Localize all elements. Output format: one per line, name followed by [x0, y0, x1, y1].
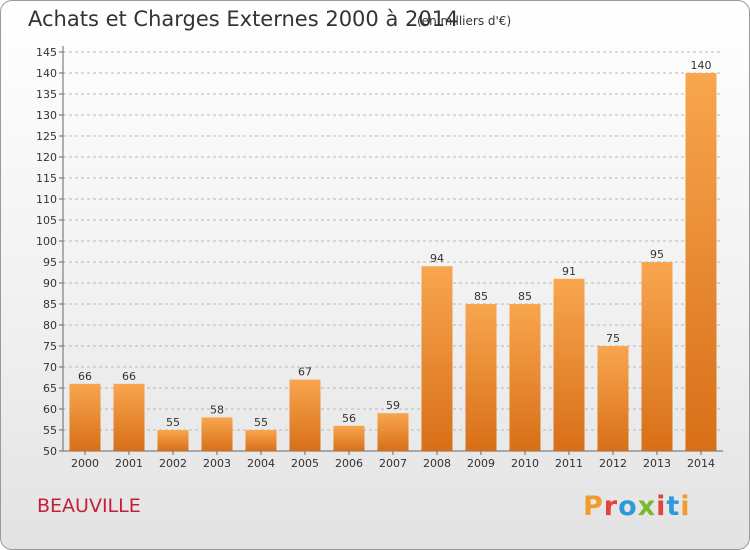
y-tick-label: 70: [43, 361, 57, 374]
bar-value-label: 59: [386, 399, 400, 412]
x-tick-label: 2004: [247, 457, 275, 470]
x-tick-label: 2013: [643, 457, 671, 470]
y-tick-label: 80: [43, 319, 57, 332]
y-tick-label: 130: [36, 109, 57, 122]
bar-2003: [201, 417, 233, 451]
y-tick-label: 145: [36, 46, 57, 59]
x-tick-label: 2005: [291, 457, 319, 470]
bar-value-label: 91: [562, 265, 576, 278]
y-tick-label: 90: [43, 277, 57, 290]
bar-2000: [69, 383, 101, 451]
y-tick-label: 120: [36, 151, 57, 164]
y-tick-label: 140: [36, 67, 57, 80]
x-tick-label: 2008: [423, 457, 451, 470]
bar-2009: [465, 304, 497, 451]
bar-value-label: 58: [210, 403, 224, 416]
y-tick-label: 85: [43, 298, 57, 311]
y-tick-label: 95: [43, 256, 57, 269]
bar-2007: [377, 413, 409, 451]
x-tick-label: 2002: [159, 457, 187, 470]
x-tick-label: 2003: [203, 457, 231, 470]
bar-2011: [553, 278, 585, 451]
brand-logo: Proxiti: [583, 491, 691, 522]
x-tick-label: 2001: [115, 457, 143, 470]
commune-name: BEAUVILLE: [37, 495, 141, 517]
x-tick-label: 2007: [379, 457, 407, 470]
bar-2008: [421, 266, 453, 451]
bar-2006: [333, 425, 365, 451]
bar-value-label: 95: [650, 248, 664, 261]
y-tick-label: 105: [36, 214, 57, 227]
y-tick-label: 60: [43, 403, 57, 416]
bar-2014: [685, 73, 717, 451]
x-tick-label: 2010: [511, 457, 539, 470]
bar-value-label: 67: [298, 366, 312, 379]
bar-2005: [289, 379, 321, 451]
y-tick-label: 110: [36, 193, 57, 206]
chart-title: Achats et Charges Externes 2000 à 2014: [28, 7, 459, 31]
bar-value-label: 66: [78, 370, 92, 383]
bar-2010: [509, 304, 541, 451]
y-tick-label: 65: [43, 382, 57, 395]
y-tick-label: 75: [43, 340, 57, 353]
x-tick-label: 2006: [335, 457, 363, 470]
y-tick-label: 50: [43, 445, 57, 458]
bar-value-label: 55: [254, 416, 268, 429]
y-tick-label: 125: [36, 130, 57, 143]
y-tick-label: 55: [43, 424, 57, 437]
x-tick-label: 2012: [599, 457, 627, 470]
bar-value-label: 94: [430, 252, 444, 265]
bar-2012: [597, 346, 629, 451]
bar-2004: [245, 430, 277, 451]
bars: [69, 73, 717, 451]
x-tick-label: 2009: [467, 457, 495, 470]
bar-value-label: 55: [166, 416, 180, 429]
x-tick-label: 2000: [71, 457, 99, 470]
y-tick-label: 100: [36, 235, 57, 248]
bar-2002: [157, 430, 189, 451]
y-tick-label: 135: [36, 88, 57, 101]
bar-value-label: 140: [691, 59, 712, 72]
bar-value-label: 85: [474, 290, 488, 303]
bar-value-label: 56: [342, 412, 356, 425]
x-tick-label: 2014: [687, 457, 715, 470]
chart-unit: (en milliers d'€): [417, 14, 512, 28]
bar-2013: [641, 262, 673, 451]
bar-value-label: 85: [518, 290, 532, 303]
bar-value-label: 75: [606, 332, 620, 345]
bar-value-label: 66: [122, 370, 136, 383]
bar-2001: [113, 383, 145, 451]
y-tick-label: 115: [36, 172, 57, 185]
x-tick-label: 2011: [555, 457, 583, 470]
labels: 50 55 60 65 70 75 80 85 90 95 100 105 110 115 120 125 13…: [36, 46, 715, 470]
